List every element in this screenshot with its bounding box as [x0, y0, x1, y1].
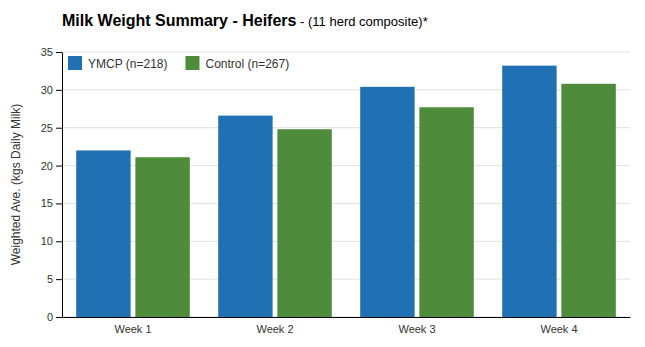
- plot: 05101520253035Week 1Week 2Week 3Week 4We…: [9, 46, 631, 335]
- bar: [561, 84, 615, 317]
- tick-mark: [56, 279, 62, 280]
- tick: Week 3: [398, 323, 435, 335]
- bar: [502, 66, 556, 317]
- tick: Week 2: [256, 323, 293, 335]
- legend-item: Control (n=267): [185, 56, 289, 71]
- tick: 30: [41, 84, 62, 96]
- bar: [419, 107, 473, 317]
- tick: Week 4: [540, 323, 577, 335]
- axis-line: [63, 317, 631, 318]
- legend-label: YMCP (n=218): [88, 57, 167, 71]
- tick-mark: [56, 166, 62, 167]
- legend: YMCP (n=218) Control (n=267): [68, 56, 289, 71]
- tick-label: 5: [47, 273, 53, 285]
- subtitle: - (11 herd composite)*: [296, 14, 427, 29]
- bar: [76, 150, 130, 317]
- tick-mark: [56, 317, 62, 318]
- y-axis-title: Weighted Ave. (kgs Daily Milk): [9, 104, 23, 266]
- legend-swatch: [185, 56, 199, 70]
- series: [135, 84, 615, 317]
- tick: 0: [47, 311, 62, 323]
- tick-mark: [56, 90, 62, 91]
- title: Milk Weight Summary - Heifers: [62, 12, 297, 29]
- tick-label: Week 3: [398, 323, 435, 335]
- tick-label: Week 2: [256, 323, 293, 335]
- tick-label: 15: [41, 197, 53, 209]
- bars: [76, 66, 616, 317]
- axis-line: [62, 53, 63, 318]
- tick-label: 0: [47, 311, 53, 323]
- legend-swatch: [68, 56, 82, 70]
- tick-mark: [56, 52, 62, 53]
- tick-mark: [56, 128, 62, 129]
- series: [76, 66, 556, 317]
- tick-label: 25: [41, 122, 53, 134]
- chart: Milk Weight Summary - Heifers - (11 herd…: [0, 0, 645, 347]
- y-axis: 0 5 10 15 20 25 30 35: [41, 46, 63, 323]
- tick: 20: [41, 160, 62, 172]
- grid: [62, 52, 630, 317]
- title-line: Milk Weight Summary - Heifers - (11 herd…: [62, 12, 428, 29]
- tick-mark: [56, 241, 62, 242]
- tick: 35: [41, 46, 62, 58]
- tick: 5: [47, 273, 62, 285]
- tick: 15: [41, 197, 62, 209]
- tick: 25: [41, 122, 62, 134]
- bar: [218, 116, 272, 317]
- tick-label: 35: [41, 46, 53, 58]
- x-axis: Week 1 Week 2 Week 3 Week 4: [63, 318, 631, 335]
- grid-line: [62, 52, 630, 53]
- bar: [360, 87, 414, 317]
- tick-mark: [56, 203, 62, 204]
- legend-item: YMCP (n=218): [68, 56, 167, 71]
- tick-label: Week 1: [114, 323, 151, 335]
- bar: [277, 129, 331, 317]
- tick: 10: [41, 235, 62, 247]
- tick-label: 30: [41, 84, 53, 96]
- tick: Week 1: [114, 323, 151, 335]
- tick-label: Week 4: [540, 323, 577, 335]
- tick-label: 10: [41, 235, 53, 247]
- legend-label: Control (n=267): [205, 57, 289, 71]
- tick-label: 20: [41, 160, 53, 172]
- bar: [135, 157, 189, 317]
